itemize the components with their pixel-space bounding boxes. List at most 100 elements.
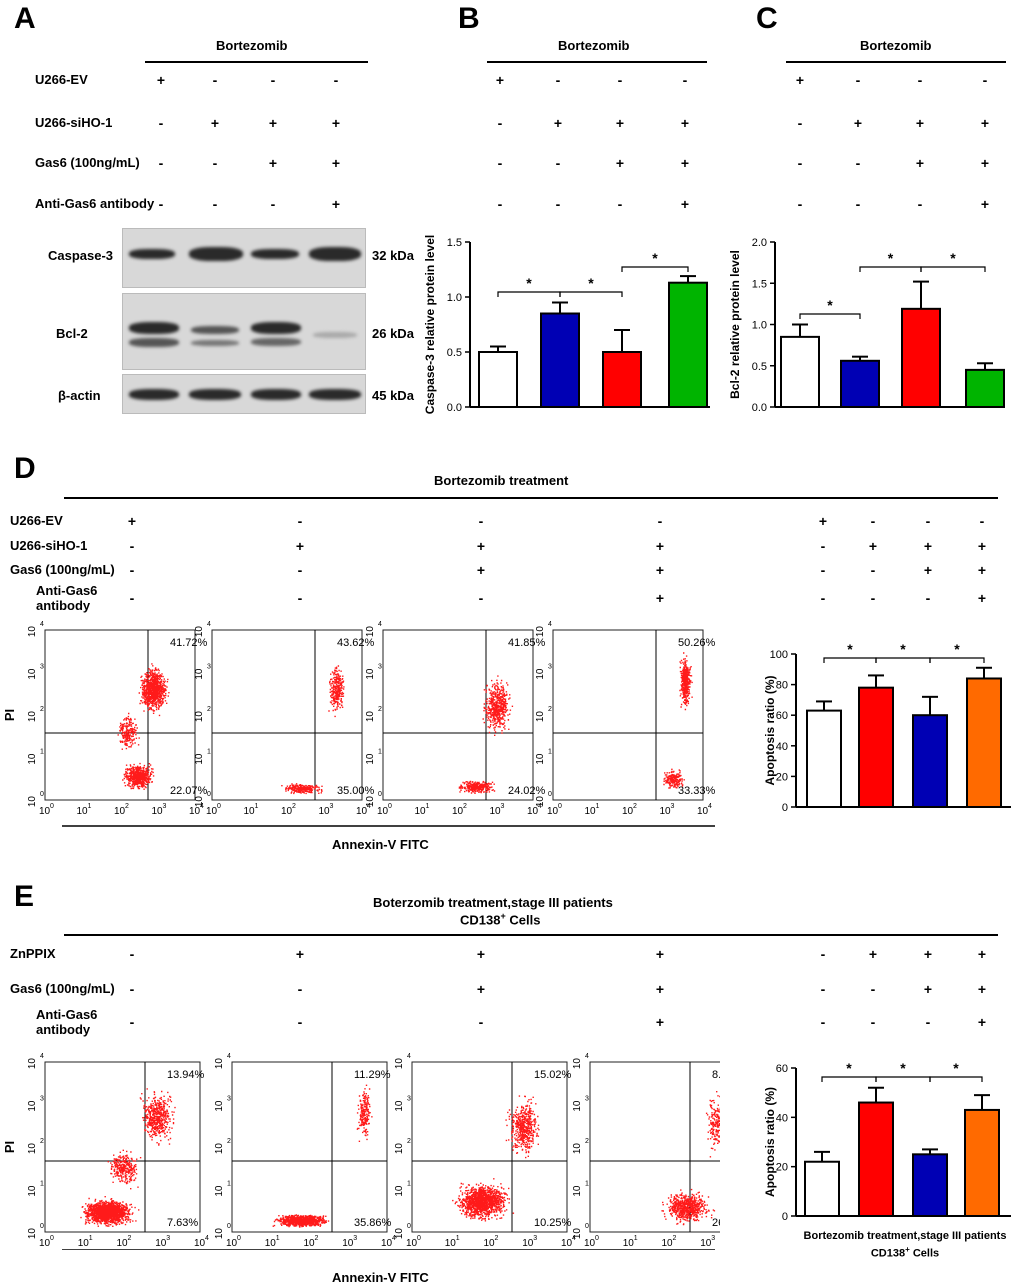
sign: - [333, 72, 339, 88]
blot-kda-caspase3: 32 kDa [372, 248, 414, 263]
y-tick-label: 10 [27, 1100, 38, 1112]
flow-events [80, 1088, 176, 1227]
quadrant-lower-right-percent: 10.25% [534, 1217, 572, 1229]
x-tick-exponent: 3 [533, 1235, 537, 1242]
sign: + [655, 946, 665, 962]
sign: - [797, 155, 803, 171]
sign: - [478, 513, 484, 529]
panel-e-chart-xlabel: Bortezomib treatment,stage III patients … [803, 1230, 1007, 1260]
x-tick-label: 10 [194, 1238, 206, 1249]
y-tick-label: 10 [194, 753, 205, 765]
quadrant-lower-right-percent: 33.33% [678, 785, 716, 797]
quadrant-lower-right-percent: 24.02% [508, 785, 546, 797]
significance-star: * [954, 641, 960, 657]
y-tick-exponent: 1 [548, 749, 552, 756]
sign: - [657, 513, 663, 529]
panel-e-row-label: Gas6 (100ng/mL) [10, 981, 115, 996]
significance-bracket [929, 1076, 983, 1082]
sign: - [855, 196, 861, 212]
sign: - [855, 72, 861, 88]
sign: - [212, 72, 218, 88]
significance-star: * [900, 1060, 906, 1076]
panel-label-c: C [756, 2, 778, 35]
y-tick-label: 10 [194, 626, 205, 638]
y-tick-label: 10 [572, 1185, 583, 1197]
sign: + [295, 946, 305, 962]
x-tick-exponent: 4 [572, 1235, 576, 1242]
sign: + [331, 155, 341, 171]
flow-plot-frame [382, 629, 534, 801]
y-tick-label: 10 [535, 711, 546, 723]
panel-b-header-rule [487, 61, 707, 63]
y-tick-label: 0 [782, 1211, 788, 1223]
y-tick-exponent: 2 [548, 706, 552, 713]
y-tick-label: 1.0 [447, 292, 462, 304]
quadrant-lower-right-percent: 35.00% [337, 785, 375, 797]
bar [966, 677, 1002, 809]
sign: + [655, 590, 665, 606]
significance-star: * [847, 641, 853, 657]
x-tick-label: 10 [697, 806, 709, 817]
y-axis-label: Bcl-2 relative protein level [728, 250, 742, 399]
y-tick-label: 10 [27, 1228, 38, 1240]
quadrant-upper-right-percent: 41.72% [170, 637, 208, 649]
sign: - [870, 981, 876, 997]
flow-events [281, 665, 345, 795]
x-tick-exponent: 2 [463, 803, 467, 810]
y-tick-label: 10 [214, 1058, 225, 1070]
x-tick-exponent: 4 [538, 803, 542, 810]
x-tick-label: 10 [244, 806, 256, 817]
sign: - [820, 538, 826, 554]
x-tick-label: 10 [662, 1238, 674, 1249]
flow-plot-frame [231, 1061, 388, 1233]
sign: - [129, 1014, 135, 1030]
y-tick-label: 40 [776, 1112, 788, 1124]
quadrant-upper-right-percent: 8.64% [712, 1069, 720, 1081]
sign: - [617, 72, 623, 88]
y-tick-label: 10 [365, 796, 376, 808]
y-tick-label: 10 [572, 1228, 583, 1240]
significance-bracket [859, 266, 922, 272]
x-tick-label: 10 [490, 806, 502, 817]
y-tick-exponent: 2 [407, 1138, 411, 1145]
sign: - [129, 538, 135, 554]
x-tick-exponent: 2 [125, 803, 129, 810]
sign: + [331, 115, 341, 131]
x-tick-label: 10 [484, 1238, 496, 1249]
x-tick-exponent: 4 [205, 1235, 209, 1242]
panel-a-header: Bortezomib [216, 38, 288, 53]
bar [858, 1101, 894, 1217]
quadrant-lower-right-percent: 35.86% [354, 1217, 392, 1229]
y-tick-label: 40 [776, 741, 788, 753]
x-tick-label: 10 [356, 806, 368, 817]
bar [602, 351, 642, 408]
x-tick-label: 10 [415, 806, 427, 817]
x-tick-label: 10 [522, 1238, 534, 1249]
panel-d-row-label: antibody [36, 598, 91, 613]
y-axis-label: Caspase-3 relative protein level [423, 235, 437, 414]
x-tick-exponent: 1 [456, 1235, 460, 1242]
x-tick-exponent: 2 [292, 803, 296, 810]
y-tick-exponent: 2 [40, 706, 44, 713]
x-tick-exponent: 3 [671, 803, 675, 810]
flow-events [452, 1095, 540, 1222]
y-tick-exponent: 1 [585, 1181, 589, 1188]
sign: + [980, 155, 990, 171]
sign: + [210, 115, 220, 131]
x-tick-label: 10 [189, 806, 201, 817]
x-tick-label: 10 [547, 806, 559, 817]
sign: - [870, 513, 876, 529]
sign: + [923, 538, 933, 554]
y-tick-exponent: 4 [40, 621, 44, 628]
sign: - [497, 155, 503, 171]
x-tick-exponent: 3 [353, 1235, 357, 1242]
x-tick-exponent: 2 [495, 1235, 499, 1242]
blot-actin [122, 374, 366, 414]
sign: + [476, 946, 486, 962]
x-tick-exponent: 0 [237, 1235, 241, 1242]
y-tick-label: 100 [770, 649, 788, 661]
x-tick-label: 10 [304, 1238, 316, 1249]
significance-bracket [621, 266, 689, 272]
